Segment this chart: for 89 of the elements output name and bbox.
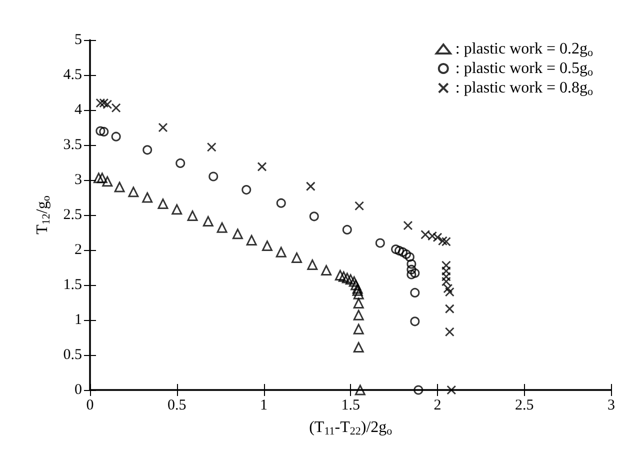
y-tick-label: 3 <box>74 172 82 188</box>
x-tick-label: 3 <box>608 398 615 414</box>
point <box>202 216 214 227</box>
point <box>242 185 252 195</box>
point <box>208 172 218 182</box>
point <box>128 186 139 198</box>
point <box>353 288 364 300</box>
point <box>142 192 153 203</box>
point <box>403 220 413 230</box>
y-tick-label: 0 <box>74 382 82 398</box>
point <box>406 264 416 274</box>
point <box>216 222 228 233</box>
point <box>172 204 182 215</box>
point <box>410 288 420 298</box>
point <box>406 270 416 280</box>
point <box>410 268 420 278</box>
point <box>441 236 451 246</box>
point <box>353 310 364 320</box>
y-tick-label: 4.5 <box>63 67 82 83</box>
point <box>391 244 401 254</box>
point <box>398 247 408 257</box>
point <box>321 265 332 276</box>
y-tick-label: 2.5 <box>63 207 82 223</box>
point <box>309 212 319 222</box>
point <box>353 324 364 334</box>
x-tick-label: 0.5 <box>168 398 186 414</box>
point <box>334 270 346 280</box>
point <box>232 228 243 240</box>
point <box>206 142 216 152</box>
point <box>93 172 104 184</box>
point <box>410 316 420 326</box>
point <box>353 298 364 308</box>
y-tick-label: 5 <box>74 32 82 48</box>
point <box>414 385 424 395</box>
point <box>114 182 125 192</box>
point <box>375 238 385 248</box>
point <box>102 176 113 187</box>
y-axis-title: T12/go <box>34 195 52 234</box>
point <box>102 100 112 110</box>
point <box>187 210 198 221</box>
point <box>142 145 152 155</box>
point <box>406 259 416 269</box>
point <box>99 126 109 136</box>
point <box>96 98 106 108</box>
x-tick-label: 0 <box>86 398 94 414</box>
y-tick-label: 2 <box>74 242 82 258</box>
point <box>444 327 454 337</box>
point <box>394 246 404 256</box>
point <box>444 287 454 297</box>
point <box>176 158 186 168</box>
point <box>342 272 352 284</box>
point <box>257 162 267 172</box>
point <box>342 224 352 234</box>
point <box>354 201 364 211</box>
point <box>158 198 168 210</box>
y-tick-label: 4 <box>74 102 82 118</box>
point <box>438 236 448 246</box>
x-tick-label: 1.5 <box>341 398 360 414</box>
point <box>276 198 286 208</box>
point <box>446 385 456 395</box>
point <box>96 172 108 184</box>
point <box>307 259 318 270</box>
y-tick-label: 1.5 <box>63 277 82 293</box>
point <box>276 246 286 258</box>
point <box>111 132 121 142</box>
point <box>354 384 366 396</box>
point <box>432 232 442 242</box>
point <box>262 240 272 252</box>
point <box>420 230 430 240</box>
x-tick-label: 1 <box>260 398 268 414</box>
y-tick-label: 1 <box>74 312 82 328</box>
point <box>111 103 121 113</box>
point <box>444 304 454 314</box>
point <box>353 342 364 353</box>
point <box>306 182 316 192</box>
point <box>338 271 349 282</box>
point <box>401 249 411 259</box>
point <box>428 231 438 241</box>
point <box>292 252 302 263</box>
y-tick-label: 3.5 <box>63 137 82 153</box>
point <box>158 122 168 132</box>
x-tick-label: 2 <box>434 398 442 414</box>
point <box>404 252 414 262</box>
x-tick-label: 2.5 <box>515 398 534 414</box>
point <box>345 274 356 285</box>
point <box>96 126 106 136</box>
y-tick-label: 0.5 <box>63 347 82 363</box>
point <box>246 234 257 246</box>
point <box>99 98 109 108</box>
